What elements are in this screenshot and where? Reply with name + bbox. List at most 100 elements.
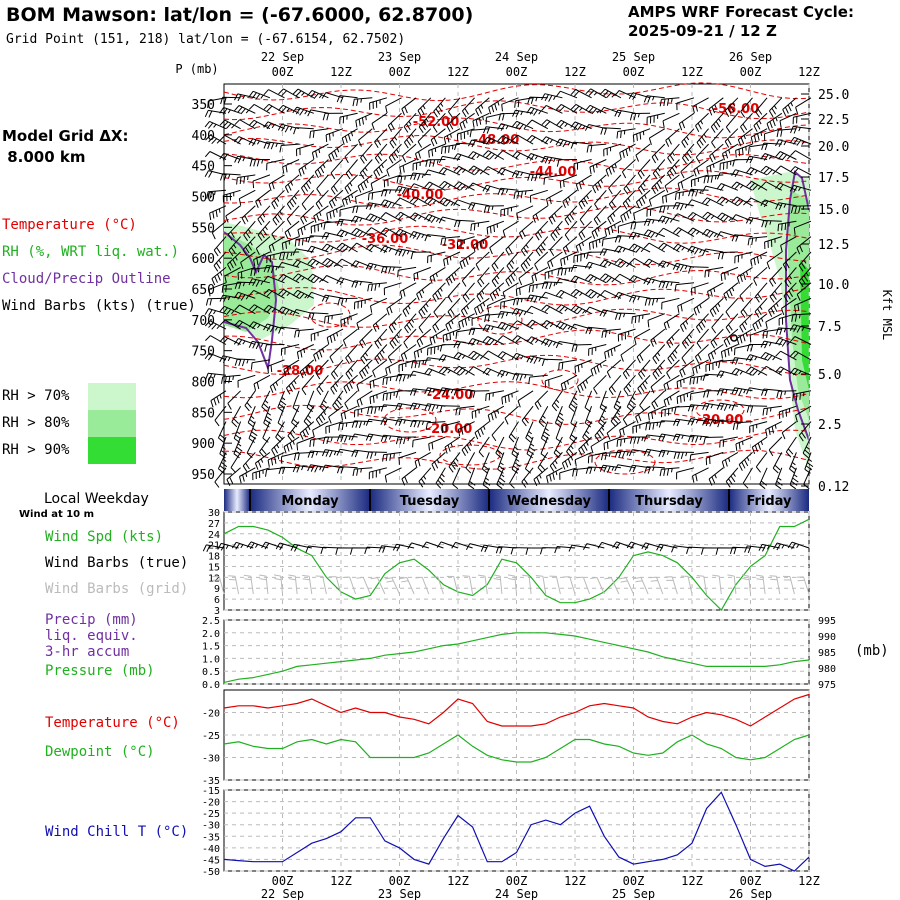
wind-barb: [328, 189, 344, 209]
pressure-ytick-995: 995: [818, 616, 836, 627]
wind-barb: [336, 448, 358, 456]
wind-barb: [528, 374, 548, 385]
wind-barb: [395, 390, 417, 398]
wind-barb: [217, 542, 239, 551]
wind-barb: [307, 450, 329, 459]
wind-barb: [310, 328, 329, 342]
wind-barb: [555, 289, 578, 299]
wind-barb: [248, 278, 271, 287]
wind-barb: [454, 219, 475, 228]
wind-barb: [614, 90, 636, 99]
wind-barb: [382, 451, 402, 462]
wind-barb: [263, 304, 285, 315]
wind-barb: [301, 374, 315, 396]
wind-barb: [613, 390, 622, 412]
wind-barb: [352, 97, 373, 107]
wind-barb: [354, 405, 373, 418]
precip-panel-ytick-2.5: 2.5: [202, 616, 220, 627]
wind-barb: [555, 321, 578, 331]
surface-wind-barbs: [202, 541, 810, 595]
wind-barb: [749, 421, 768, 434]
wind-barb: [768, 297, 783, 317]
wind-barb: [664, 174, 680, 193]
wind-barb: [345, 159, 358, 180]
wind-barb: [722, 143, 739, 161]
pressure-ytick-985: 985: [818, 648, 836, 659]
wind-barb: [511, 120, 534, 131]
contour-label-6: -32.00: [442, 238, 489, 253]
wind-barb: [775, 139, 797, 148]
wind-barb: [695, 143, 709, 164]
wind-barb: [220, 173, 241, 181]
wind-barb: [209, 205, 227, 221]
wind-barb: [740, 112, 753, 133]
wind-barb: [578, 436, 592, 456]
wind-barb: [336, 95, 358, 103]
wind-barb: [332, 390, 344, 412]
wind-barb: [315, 405, 329, 426]
wind-barb: [388, 313, 402, 333]
wind-barb: [586, 251, 607, 260]
wind-chill-panel-ytick--25: -25: [202, 809, 220, 820]
temperature-panel-ytick--25: -25: [202, 731, 220, 742]
legend-rh90: RH > 90%: [2, 442, 70, 458]
wind-barb: [356, 576, 371, 595]
wind-barb: [244, 390, 256, 412]
wind-barb: [336, 466, 358, 474]
wind-barb: [459, 251, 475, 270]
wind-barb: [608, 174, 622, 195]
pressure-tick-650: 650: [192, 283, 215, 298]
wind-barb: [336, 434, 358, 443]
wind-barb: [461, 267, 475, 287]
wind-barb: [621, 159, 636, 179]
wind-barb: [691, 282, 709, 296]
wind-barb: [735, 143, 753, 158]
wind-barb: [716, 183, 739, 191]
top-hour-label-0: 00Z: [272, 65, 294, 79]
wind-barb: [233, 338, 256, 346]
wind-barb: [465, 452, 476, 474]
pressure-line: [223, 632, 810, 683]
wind-barb: [740, 97, 753, 118]
wind-barb: [709, 297, 724, 318]
wind-barb: [277, 406, 285, 428]
wind-barb: [796, 236, 812, 255]
precip-label-2: liq. equiv.: [45, 628, 138, 644]
wind-barb: [535, 220, 549, 241]
pressure-tick-350: 350: [192, 98, 215, 113]
wind-barb: [255, 189, 271, 208]
wind-barb: [286, 189, 300, 210]
wind-barb: [204, 151, 227, 160]
wind-barb: [452, 467, 461, 490]
wind-barb: [537, 452, 549, 474]
wind-barb: [687, 434, 709, 443]
wind-barb: [735, 436, 753, 451]
temperature-contour: [223, 429, 810, 451]
wind-barb: [441, 421, 461, 434]
wind-barb: [380, 189, 402, 197]
wind-barb: [224, 266, 241, 283]
wind-barb: [453, 352, 475, 361]
wind-barb: [695, 112, 709, 133]
wind-barb: [237, 266, 256, 280]
wind-barb: [472, 112, 490, 128]
wind-barb: [300, 174, 315, 195]
wind-barb: [539, 547, 561, 555]
wind-barb: [745, 197, 768, 207]
wind-barb: [491, 421, 505, 442]
wind-barb: [414, 451, 432, 469]
wind-barb: [351, 280, 373, 288]
wind-barb: [241, 205, 256, 225]
precip-panel-ytick-0.5: 0.5: [202, 667, 220, 678]
wind-barb: [204, 352, 227, 361]
wind-barb: [570, 103, 592, 114]
wind-barb: [279, 251, 300, 260]
wind-barb: [344, 390, 358, 410]
wind-barb: [541, 281, 563, 290]
wind-barb: [509, 467, 519, 489]
wind-barb: [228, 236, 241, 257]
wind-barb: [418, 112, 432, 133]
wind-barb: [560, 374, 578, 391]
temperature-contour: [223, 287, 810, 306]
wind-barb: [204, 308, 227, 316]
